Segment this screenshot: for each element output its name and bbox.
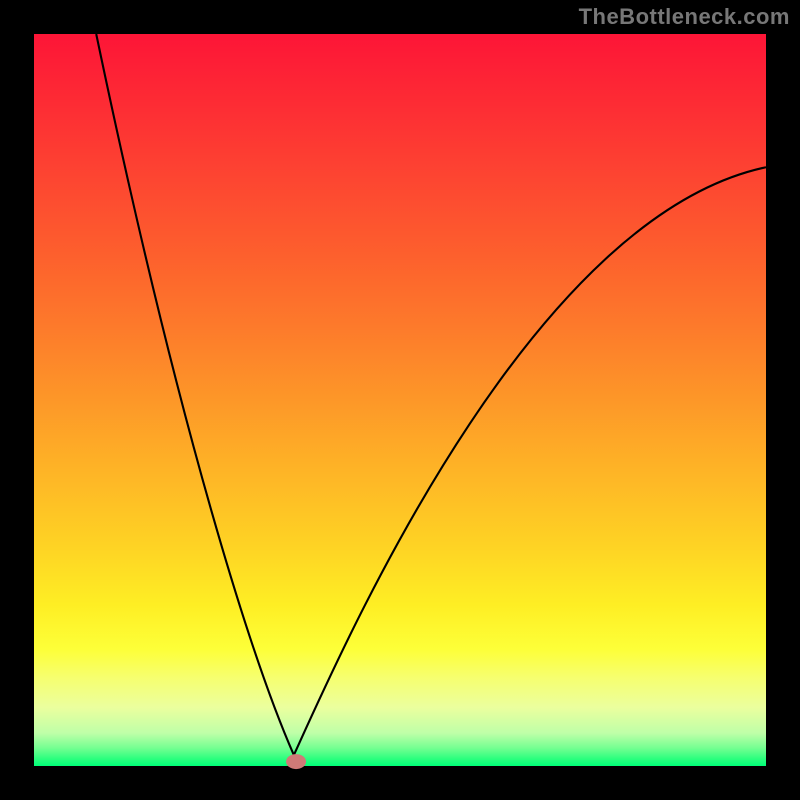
optimum-marker — [286, 754, 306, 769]
chart-container: TheBottleneck.com — [0, 0, 800, 800]
watermark-text: TheBottleneck.com — [579, 4, 790, 30]
bottleneck-chart — [0, 0, 800, 800]
gradient-background — [34, 34, 766, 766]
